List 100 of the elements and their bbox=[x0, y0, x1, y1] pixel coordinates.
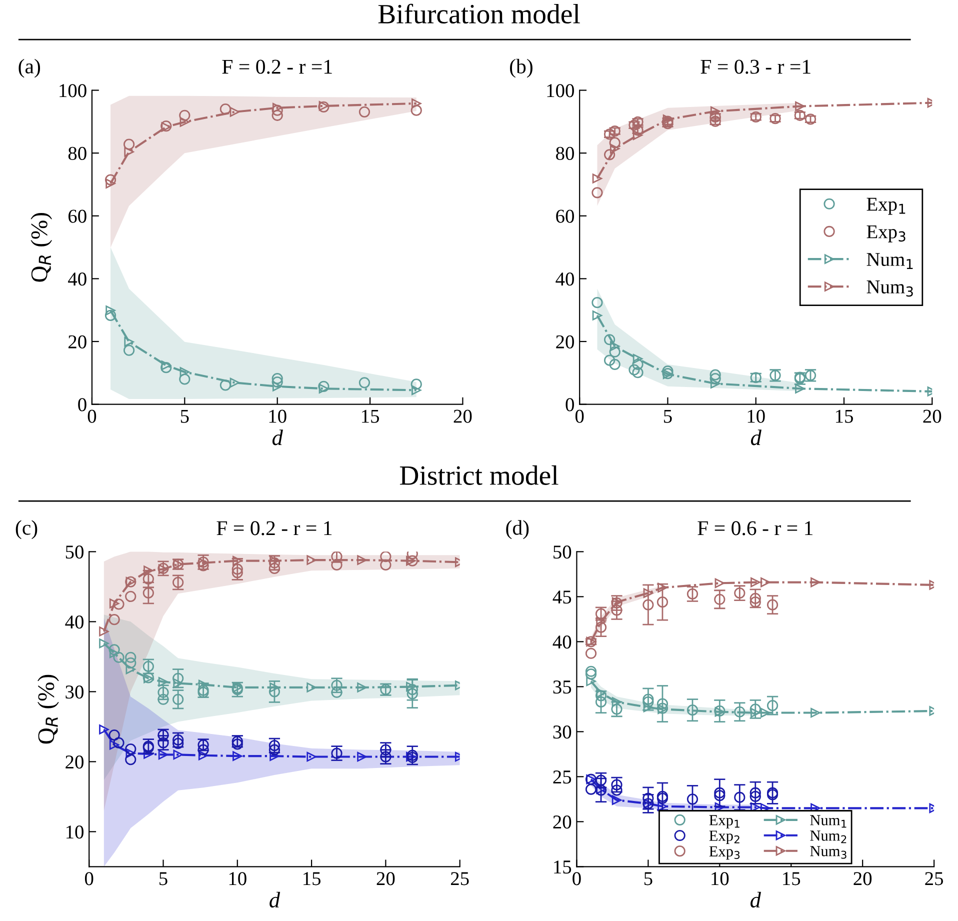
x-tick-label: 5 bbox=[180, 410, 189, 423]
point bbox=[766, 700, 778, 712]
y-tick-label: 50 bbox=[554, 545, 572, 559]
point bbox=[766, 599, 778, 610]
x-axis-title: d bbox=[750, 892, 761, 908]
point bbox=[268, 744, 280, 756]
point bbox=[113, 737, 124, 748]
point bbox=[104, 174, 116, 186]
x-tick-label: 15 bbox=[783, 872, 800, 886]
y-tick-label: 20 bbox=[556, 335, 574, 348]
point bbox=[172, 738, 184, 750]
x-tick-label: 0 bbox=[575, 410, 584, 423]
point bbox=[406, 684, 418, 696]
chart-title: F = 0.3 - r =1 bbox=[700, 60, 810, 74]
y-tick-label: 50 bbox=[66, 545, 84, 559]
point bbox=[109, 598, 120, 608]
point bbox=[611, 704, 622, 715]
point bbox=[412, 98, 422, 108]
point bbox=[358, 106, 370, 118]
y-tick-label: 20 bbox=[66, 755, 84, 769]
text: (a) bbox=[18, 58, 40, 78]
point bbox=[144, 566, 154, 576]
point bbox=[108, 730, 120, 741]
chart-title: F = 0.2 - r = 1 bbox=[216, 521, 332, 536]
x-tick-label: 15 bbox=[362, 410, 379, 423]
text: (b) bbox=[510, 58, 532, 78]
point bbox=[272, 376, 283, 388]
point bbox=[586, 676, 596, 686]
point bbox=[357, 752, 367, 762]
point bbox=[710, 106, 720, 116]
point bbox=[180, 117, 190, 127]
legend-label: Num$_{1}$ bbox=[866, 253, 913, 269]
point bbox=[612, 697, 622, 707]
point bbox=[611, 784, 622, 796]
x-axis-title: d bbox=[750, 430, 762, 446]
point bbox=[750, 577, 760, 588]
x-tick-label: 20 bbox=[854, 872, 872, 886]
point bbox=[611, 779, 622, 790]
y-tick-label: 40 bbox=[65, 615, 84, 629]
point bbox=[632, 130, 643, 140]
point bbox=[232, 564, 243, 575]
point bbox=[632, 367, 644, 378]
point bbox=[106, 178, 116, 188]
point bbox=[592, 174, 602, 184]
point bbox=[628, 364, 640, 376]
point bbox=[124, 146, 134, 157]
point bbox=[109, 648, 120, 658]
text: (d) bbox=[506, 520, 529, 540]
x-axis-title: d bbox=[272, 430, 283, 446]
point bbox=[410, 104, 422, 116]
point bbox=[220, 380, 231, 391]
y-tick-label: 0 bbox=[566, 398, 574, 412]
point bbox=[595, 622, 607, 633]
point bbox=[125, 744, 136, 755]
x-tick-label: 25 bbox=[450, 872, 469, 886]
point bbox=[595, 696, 607, 708]
y-tick-label: 30 bbox=[553, 725, 572, 739]
point bbox=[125, 590, 136, 602]
point bbox=[99, 626, 109, 636]
point bbox=[126, 664, 136, 674]
point bbox=[795, 101, 805, 112]
y-axis-title: Q$_{R}$ (%) bbox=[30, 213, 52, 282]
point bbox=[270, 751, 280, 761]
point bbox=[406, 688, 418, 700]
x-tick-label: 5 bbox=[160, 872, 168, 886]
y-tick-label: 100 bbox=[60, 84, 86, 98]
point bbox=[714, 578, 725, 588]
x-tick-label: 10 bbox=[269, 410, 286, 423]
point bbox=[810, 577, 820, 588]
point bbox=[230, 378, 240, 388]
point bbox=[198, 744, 209, 756]
legend-label: Num$_{3}$ bbox=[810, 846, 846, 859]
point bbox=[656, 698, 668, 710]
point bbox=[109, 740, 120, 750]
point bbox=[331, 559, 342, 571]
point bbox=[611, 604, 622, 616]
point bbox=[610, 341, 620, 352]
point bbox=[760, 577, 770, 588]
point bbox=[272, 110, 283, 121]
point bbox=[158, 686, 169, 698]
y-tick-label: 80 bbox=[556, 146, 574, 160]
point bbox=[643, 588, 654, 598]
point bbox=[410, 378, 422, 390]
x-tick-label: 5 bbox=[644, 872, 652, 886]
point bbox=[306, 555, 316, 565]
point bbox=[104, 310, 116, 321]
point bbox=[232, 567, 243, 578]
point bbox=[592, 310, 602, 320]
y-axis-title: Q$_{R}$ (%) bbox=[38, 674, 59, 744]
point bbox=[272, 373, 283, 384]
point bbox=[268, 740, 280, 752]
point bbox=[99, 638, 109, 648]
legend-label: Exp$_{1}$ bbox=[709, 815, 740, 828]
legend-label: Num$_{1}$ bbox=[810, 815, 846, 828]
point bbox=[609, 346, 620, 358]
point bbox=[306, 752, 316, 762]
y-tick-label: 30 bbox=[66, 685, 84, 699]
point bbox=[380, 559, 392, 571]
point bbox=[810, 708, 820, 718]
point bbox=[272, 382, 282, 392]
